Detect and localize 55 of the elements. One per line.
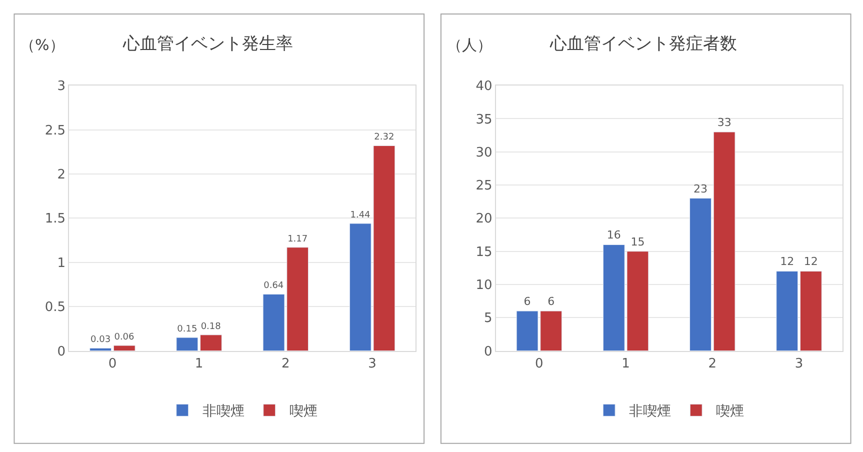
x-tick-label: 2	[282, 356, 290, 372]
y-axis-title: （人）	[447, 36, 492, 54]
y-tick-label: 0.5	[44, 300, 66, 316]
data-label: 6	[548, 295, 555, 308]
chart-title: 心血管イベント発症者数	[549, 34, 737, 54]
bar	[800, 270, 822, 351]
bar	[776, 270, 798, 351]
x-tick-label: 0	[108, 356, 117, 372]
y-tick-label: 20	[476, 212, 492, 227]
data-label: 0.06	[114, 332, 135, 342]
data-label: 1.17	[288, 234, 308, 244]
data-label: 0.64	[264, 281, 284, 292]
data-label: 33	[717, 116, 732, 129]
y-tick-label: 2.5	[44, 123, 66, 138]
y-tick-label: 1	[57, 256, 66, 271]
y-tick-label: 3	[57, 79, 66, 94]
y-tick-label: 10	[476, 278, 492, 294]
bar	[176, 337, 198, 351]
data-label: 6	[524, 295, 531, 308]
data-label: 0.18	[200, 322, 222, 332]
data-label: 15	[630, 235, 645, 248]
chart-title: 心血管イベント発生率	[122, 34, 293, 54]
bar	[200, 334, 222, 351]
y-tick-label: 1.5	[44, 212, 66, 227]
y-tick-label: 35	[476, 112, 492, 128]
y-tick-label: 30	[476, 145, 492, 160]
data-label: 12	[780, 255, 794, 268]
y-tick-label: 5	[484, 311, 492, 326]
y-tick-label: 0	[57, 344, 66, 360]
y-axis-title: （%）	[20, 36, 64, 54]
y-tick-label: 0	[484, 344, 492, 360]
legend-label: 喫煙	[289, 404, 318, 420]
data-label: 23	[693, 182, 708, 196]
y-tick-label: 40	[476, 79, 492, 94]
bar	[690, 198, 712, 351]
y-tick-label: 2	[57, 168, 66, 183]
x-tick-label: 1	[194, 356, 204, 372]
x-tick-label: 3	[794, 356, 804, 372]
y-tick-label: 15	[476, 244, 492, 260]
y-tick-label: 25	[476, 178, 492, 194]
data-label: 12	[804, 255, 818, 268]
bar	[713, 132, 736, 351]
data-label: 1.44	[350, 210, 371, 220]
x-tick-label: 0	[535, 356, 544, 372]
data-label: 16	[606, 228, 621, 242]
legend-label: 非喫煙	[629, 404, 672, 420]
data-label: 0.03	[90, 335, 111, 346]
data-label: 2.32	[374, 132, 394, 143]
bar	[113, 345, 136, 351]
x-tick-label: 3	[368, 356, 376, 372]
legend-label: 非喫煙	[202, 404, 244, 420]
data-label: 0.15	[177, 324, 198, 335]
x-tick-label: 1	[622, 356, 630, 372]
x-tick-label: 2	[708, 356, 717, 372]
legend-label: 喫煙	[716, 404, 744, 420]
